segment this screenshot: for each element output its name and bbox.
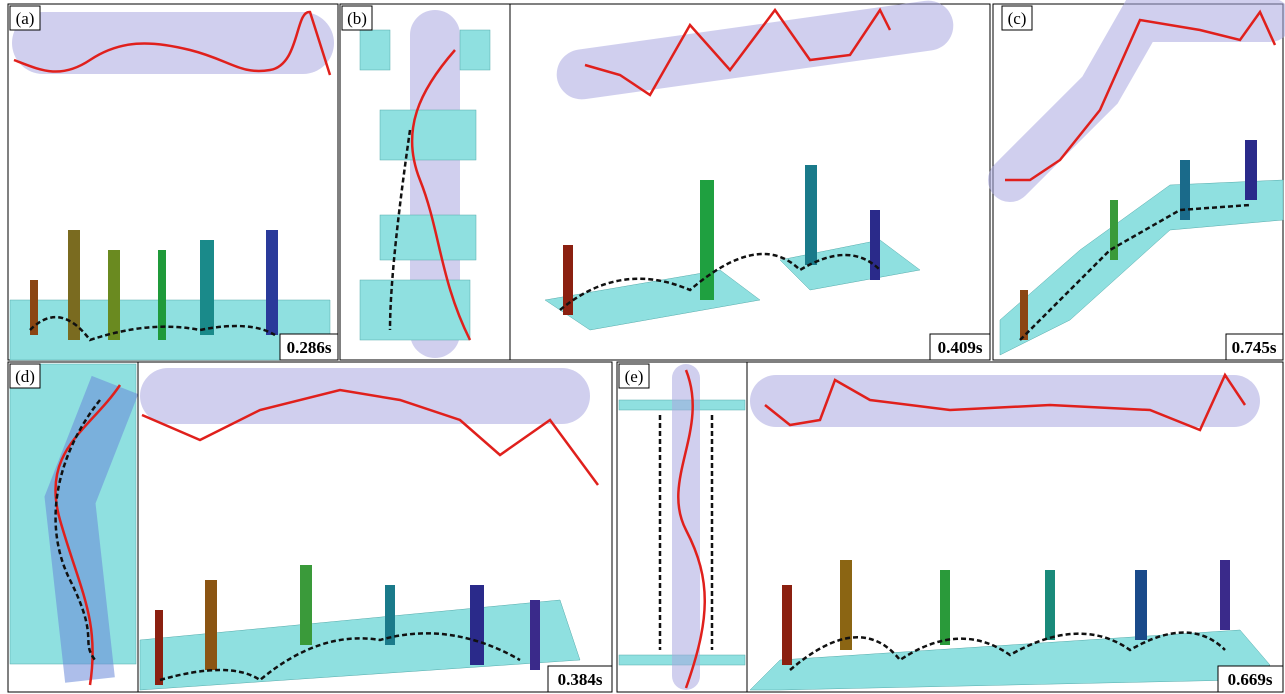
spike <box>1045 570 1055 640</box>
spike <box>940 570 950 645</box>
floor <box>780 240 920 290</box>
spike <box>782 585 792 665</box>
spike <box>870 210 880 280</box>
panel-b: (b) 0.409s <box>340 0 990 360</box>
tube <box>12 12 334 74</box>
spike <box>200 240 214 335</box>
panel-label: (b) <box>347 9 367 28</box>
spike <box>470 585 484 665</box>
spike <box>1220 560 1230 630</box>
panel-e: (e) 0.669s <box>617 362 1283 692</box>
floor <box>360 30 390 70</box>
time-label: 0.409s <box>938 338 983 357</box>
floor <box>750 630 1270 690</box>
panel-c: (c) 0.745s <box>993 4 1283 360</box>
time-label: 0.384s <box>558 670 603 689</box>
spike <box>1110 200 1118 260</box>
tube <box>1010 20 1270 180</box>
spike <box>108 250 120 340</box>
spike <box>530 600 540 670</box>
time-label: 0.286s <box>287 338 332 357</box>
spike <box>1245 140 1257 200</box>
spike <box>1135 570 1147 640</box>
tube <box>553 0 956 103</box>
panel-label: (c) <box>1008 9 1027 28</box>
panel-label: (d) <box>15 367 35 386</box>
panel-d: (d) 0.384s <box>8 362 612 692</box>
time-label: 0.745s <box>1232 338 1277 357</box>
spike <box>700 180 714 300</box>
spike <box>300 565 312 645</box>
panel-label: (e) <box>625 367 644 386</box>
spike <box>805 165 817 265</box>
tube <box>140 368 590 424</box>
time-label: 0.669s <box>1228 670 1273 689</box>
spike <box>840 560 852 650</box>
panel-a: (a) 0.286s <box>8 4 338 360</box>
floor <box>380 110 476 160</box>
panel-label: (a) <box>16 9 35 28</box>
spike <box>266 230 278 335</box>
spike <box>205 580 217 670</box>
floor <box>460 30 490 70</box>
tube <box>672 364 700 690</box>
floor <box>360 280 470 340</box>
spike <box>155 610 163 685</box>
figure: (a) 0.286s (b) 0.409s <box>0 0 1285 694</box>
spike <box>385 585 395 645</box>
